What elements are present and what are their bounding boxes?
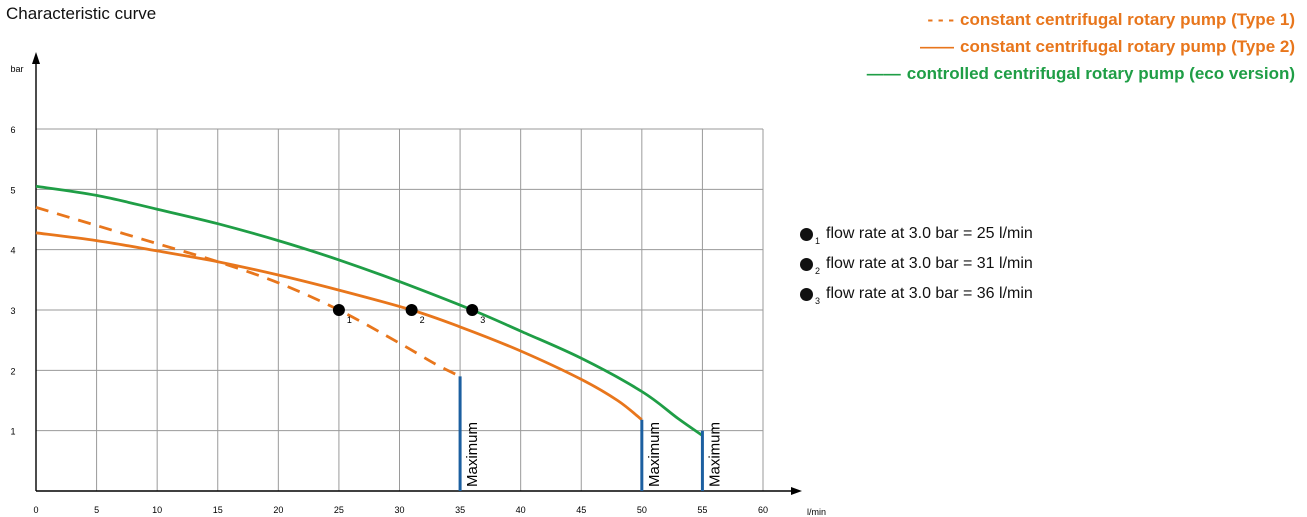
operating-point-label: 1 bbox=[347, 315, 352, 325]
note-row: 1 flow rate at 3.0 bar = 25 l/min bbox=[800, 219, 1033, 249]
legend-entry-type2: —— constant centrifugal rotary pump (Type… bbox=[867, 33, 1295, 60]
note-row: 3 flow rate at 3.0 bar = 36 l/min bbox=[800, 279, 1033, 309]
chart-title: Characteristic curve bbox=[6, 4, 157, 23]
y-tick-label: 2 bbox=[10, 366, 15, 376]
x-tick-label: 40 bbox=[516, 505, 526, 515]
x-tick-label: 20 bbox=[273, 505, 283, 515]
note-index: 3 bbox=[815, 296, 821, 306]
note-index: 2 bbox=[815, 266, 821, 276]
y-tick-label: 1 bbox=[10, 427, 15, 437]
legend-label: constant centrifugal rotary pump (Type 1… bbox=[959, 10, 1295, 29]
legend-entry-type1: - - - constant centrifugal rotary pump (T… bbox=[867, 6, 1295, 33]
operating-point-dot bbox=[405, 304, 418, 316]
x-tick-label: 10 bbox=[152, 505, 162, 515]
note-index: 1 bbox=[815, 236, 821, 246]
legend-label: controlled centrifugal rotary pump (eco … bbox=[906, 64, 1295, 83]
bullet-dot-icon bbox=[800, 287, 813, 301]
x-tick-label: 25 bbox=[334, 505, 344, 515]
y-axis-arrow-icon bbox=[32, 52, 40, 64]
legend-entry-eco: —— controlled centrifugal rotary pump (ec… bbox=[867, 60, 1295, 87]
x-tick-label: 30 bbox=[394, 505, 404, 515]
legend-solid-line-icon: —— bbox=[919, 37, 954, 56]
y-axis-label: bar bbox=[10, 64, 23, 74]
x-tick-label: 55 bbox=[697, 505, 707, 515]
note-text: flow rate at 3.0 bar = 25 l/min bbox=[826, 225, 1033, 242]
x-tick-label: 15 bbox=[213, 505, 223, 515]
note-text: flow rate at 3.0 bar = 36 l/min bbox=[826, 285, 1033, 302]
note-text: flow rate at 3.0 bar = 31 l/min bbox=[826, 255, 1033, 272]
maximum-marker-label: Maximum bbox=[706, 422, 723, 487]
operating-point-dot bbox=[332, 304, 345, 316]
bullet-dot-icon bbox=[800, 227, 813, 241]
operating-point-label: 3 bbox=[480, 315, 485, 325]
x-axis-arrow-icon bbox=[791, 487, 802, 495]
maximum-marker-label: Maximum bbox=[464, 422, 481, 487]
y-tick-label: 6 bbox=[10, 125, 15, 135]
bullet-dot-icon bbox=[800, 257, 813, 271]
x-tick-label: 0 bbox=[33, 505, 38, 515]
maximum-marker-label: Maximum bbox=[646, 422, 663, 487]
operating-point-notes: 1 flow rate at 3.0 bar = 25 l/min 2 flow … bbox=[800, 219, 1033, 309]
legend: - - - constant centrifugal rotary pump (T… bbox=[867, 6, 1295, 87]
curve-type2 bbox=[35, 231, 643, 421]
legend-label: constant centrifugal rotary pump (Type 2… bbox=[959, 37, 1295, 56]
operating-point-dot bbox=[466, 304, 479, 316]
operating-point-label: 2 bbox=[420, 315, 425, 325]
x-tick-label: 50 bbox=[637, 505, 647, 515]
legend-dashed-line-icon: - - - bbox=[927, 10, 954, 29]
note-row: 2 flow rate at 3.0 bar = 31 l/min bbox=[800, 249, 1033, 279]
x-tick-label: 5 bbox=[94, 505, 99, 515]
curve-type1-dashed bbox=[35, 206, 461, 378]
y-tick-label: 5 bbox=[10, 185, 15, 195]
curve-eco bbox=[35, 184, 704, 437]
legend-solid-line-icon: —— bbox=[866, 64, 901, 83]
x-axis-label: l/min bbox=[807, 507, 826, 517]
x-tick-label: 60 bbox=[758, 505, 768, 515]
y-tick-label: 3 bbox=[10, 306, 15, 316]
y-tick-label: 4 bbox=[10, 246, 15, 256]
x-tick-label: 35 bbox=[455, 505, 465, 515]
x-tick-label: 45 bbox=[576, 505, 586, 515]
